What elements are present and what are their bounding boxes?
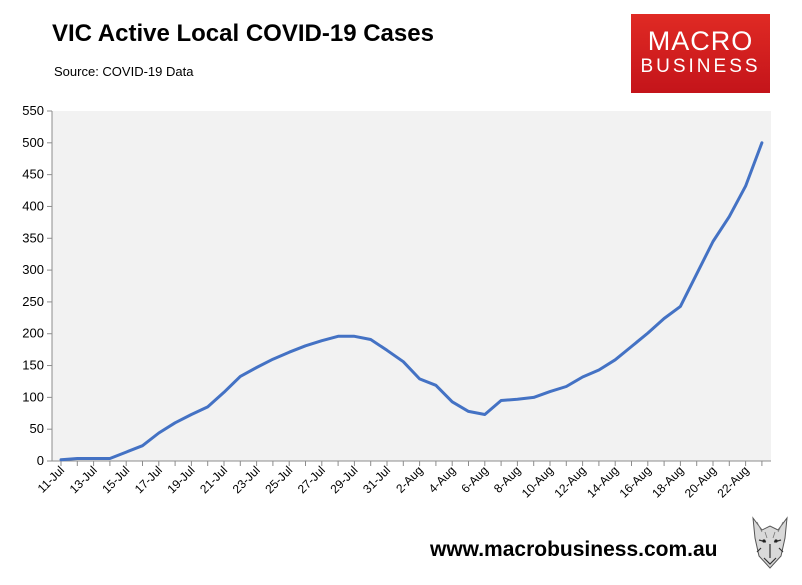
y-tick-label: 450	[22, 167, 44, 182]
x-tick-label: 22-Aug	[714, 463, 751, 500]
y-axis-ticks: 0 50 100 150 200 250 300 350 400 450 500 550	[22, 103, 52, 468]
x-tick-label: 18-Aug	[649, 463, 686, 500]
y-tick-label: 200	[22, 326, 44, 341]
y-tick-label: 50	[30, 421, 44, 436]
x-tick-label: 13-Jul	[67, 463, 100, 496]
x-tick-label: 12-Aug	[551, 463, 588, 500]
logo-line-business: BUSINESS	[640, 56, 761, 77]
x-tick-label: 11-Jul	[35, 463, 67, 495]
x-tick-label: 20-Aug	[682, 463, 719, 500]
y-tick-label: 250	[22, 294, 44, 309]
x-tick-label: 2-Aug	[393, 463, 426, 496]
x-tick-label: 31-Jul	[360, 463, 393, 496]
wolf-logo-icon	[752, 516, 788, 569]
x-tick-label: 29-Jul	[328, 463, 361, 496]
y-tick-label: 400	[22, 198, 44, 213]
x-tick-label: 14-Aug	[584, 463, 621, 500]
y-tick-label: 0	[37, 453, 44, 468]
x-tick-label: 19-Jul	[165, 463, 198, 496]
x-tick-label: 27-Jul	[295, 463, 328, 496]
y-tick-label: 350	[22, 230, 44, 245]
line-chart: 0 50 100 150 200 250 300 350 400 450 500 550 11-Jul…	[22, 103, 771, 500]
x-axis-ticks: 11-Jul 13-Jul 15-Jul 17-Jul 19-Jul 21-Jul 23-J…	[35, 461, 763, 500]
website-url: www.macrobusiness.com.au	[430, 538, 718, 561]
y-tick-label: 550	[22, 103, 44, 118]
x-tick-label: 17-Jul	[132, 463, 165, 496]
y-tick-label: 500	[22, 135, 44, 150]
macrobusiness-logo: MACRO BUSINESS	[631, 14, 770, 93]
y-tick-label: 100	[22, 389, 44, 404]
series-line-active-cases	[59, 141, 764, 462]
y-tick-label: 150	[22, 358, 44, 373]
x-tick-label: 21-Jul	[197, 463, 230, 496]
x-tick-label: 15-Jul	[99, 463, 132, 496]
logo-line-macro: MACRO	[647, 26, 754, 56]
x-tick-label: 23-Jul	[230, 463, 263, 496]
y-tick-label: 300	[22, 262, 44, 277]
x-tick-label: 16-Aug	[617, 463, 654, 500]
page-title: VIC Active Local COVID-19 Cases	[52, 20, 434, 47]
plot-area	[52, 111, 771, 461]
x-tick-label: 25-Jul	[262, 463, 295, 496]
x-tick-label: 10-Aug	[519, 463, 556, 500]
x-tick-label: 6-Aug	[458, 463, 491, 496]
x-tick-label: 4-Aug	[426, 463, 459, 496]
chart-source: Source: COVID-19 Data	[54, 64, 194, 79]
